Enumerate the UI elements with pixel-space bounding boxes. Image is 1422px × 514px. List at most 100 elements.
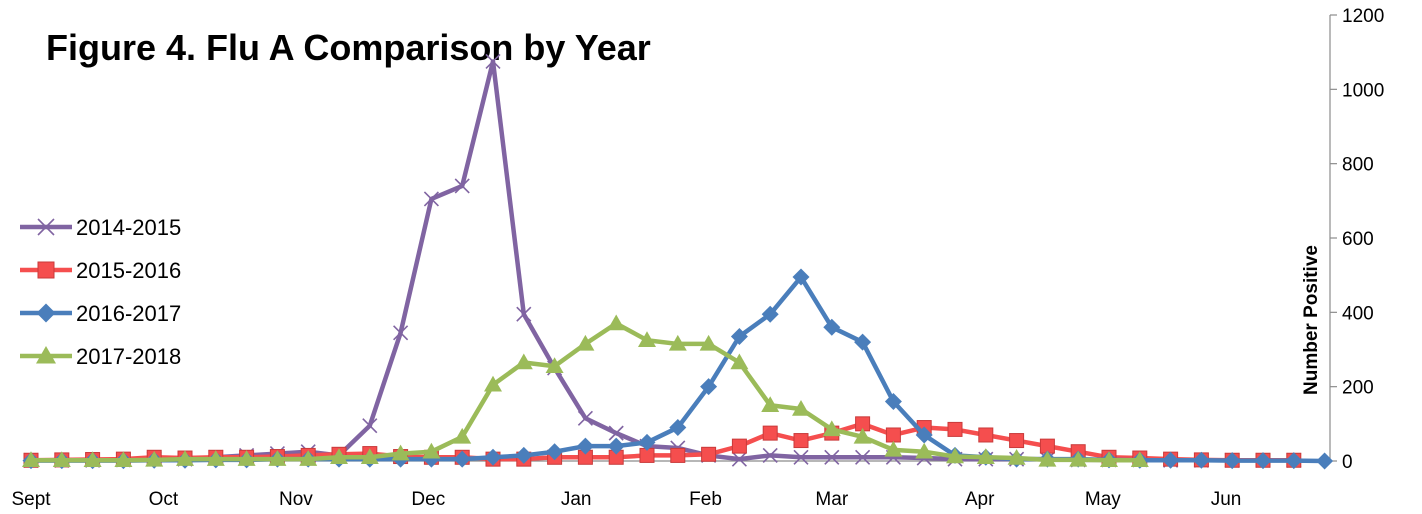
y-tick-label: 1000 xyxy=(1342,80,1384,101)
data-point-diamond-marker xyxy=(36,303,56,323)
data-point-square-marker xyxy=(670,447,686,463)
data-point-triangle-marker xyxy=(607,314,626,331)
series-layer xyxy=(22,53,1334,470)
data-point-triangle-marker xyxy=(730,353,749,370)
data-point-triangle-marker xyxy=(484,375,502,392)
data-point-x-marker xyxy=(37,218,55,236)
y-tick-label: 200 xyxy=(1342,378,1374,399)
data-point-triangle-marker xyxy=(822,420,841,437)
data-point-triangle-marker xyxy=(453,427,472,444)
data-point-diamond-marker xyxy=(761,305,779,323)
x-tick-label: Oct xyxy=(149,489,179,510)
x-tick-label: Nov xyxy=(279,489,313,510)
data-point-x-marker xyxy=(423,191,439,207)
axes: 0 200 400 600 800 1000 1200 Sept Oct Nov Dec Jan Feb… xyxy=(11,6,1384,510)
data-point-triangle-marker xyxy=(976,448,995,465)
data-point-square-marker xyxy=(701,446,717,462)
y-tick-label: 0 xyxy=(1342,452,1353,473)
data-point-square-marker xyxy=(947,421,963,437)
data-point-triangle-marker xyxy=(422,442,441,459)
data-point-triangle-marker xyxy=(761,396,780,412)
data-point-triangle-marker xyxy=(36,346,56,364)
data-point-triangle-marker xyxy=(1130,451,1149,468)
data-point-square-marker xyxy=(762,425,778,441)
x-tick-label: Mar xyxy=(815,489,848,510)
marker-stroke xyxy=(608,425,624,441)
data-point-diamond-marker xyxy=(1285,452,1303,470)
data-point-triangle-marker xyxy=(853,427,872,444)
series-2017-2018 xyxy=(22,314,1149,468)
marker-stroke xyxy=(454,178,470,194)
y-axis-title: Number Positive xyxy=(1301,245,1322,395)
marker-stroke xyxy=(516,306,532,322)
data-point-diamond-marker xyxy=(484,448,502,466)
data-point-diamond-marker xyxy=(792,268,810,286)
legend-item: 2014-2015 xyxy=(20,215,181,240)
series-2016-2017 xyxy=(22,268,1334,470)
marker-stroke xyxy=(393,325,409,341)
marker-stroke xyxy=(855,449,871,465)
legend-item: 2017-2018 xyxy=(20,344,181,369)
data-point-diamond-marker xyxy=(1316,452,1334,470)
data-point-square-marker xyxy=(793,433,809,449)
data-point-square-marker xyxy=(37,261,55,279)
data-point-triangle-marker xyxy=(699,334,718,351)
legend-label: 2016-2017 xyxy=(76,301,181,326)
y-tick-label: 800 xyxy=(1342,155,1374,176)
data-point-x-marker xyxy=(793,449,809,465)
x-tick-label: Dec xyxy=(411,489,445,510)
data-point-x-marker xyxy=(762,447,778,463)
data-point-triangle-marker xyxy=(206,450,225,466)
legend: 2014-2015 2015-2016 2016-2017 2017-2018 xyxy=(20,215,181,369)
data-point-triangle-marker xyxy=(545,357,564,373)
data-point-triangle-marker xyxy=(391,444,410,461)
legend-item: 2016-2017 xyxy=(20,301,181,326)
data-point-x-marker xyxy=(731,451,747,467)
data-point-triangle-marker xyxy=(299,450,318,466)
data-point-triangle-marker xyxy=(1038,450,1057,467)
data-point-diamond-marker xyxy=(515,446,533,464)
legend-label: 2017-2018 xyxy=(76,344,181,369)
data-point-triangle-marker xyxy=(915,442,934,459)
data-point-triangle-marker xyxy=(1100,451,1118,468)
marker-stroke xyxy=(577,410,593,426)
data-point-triangle-marker xyxy=(514,353,533,370)
data-point-triangle-marker xyxy=(268,450,287,466)
data-point-x-marker xyxy=(362,418,378,434)
y-tick-label: 400 xyxy=(1342,303,1374,324)
data-point-square-marker xyxy=(1009,433,1025,449)
data-point-diamond-marker xyxy=(638,433,656,451)
data-point-square-marker xyxy=(978,427,994,443)
series-2014-2015 xyxy=(23,53,1302,468)
data-point-triangle-marker xyxy=(360,448,379,465)
legend-item: 2015-2016 xyxy=(20,258,181,283)
data-point-triangle-marker xyxy=(576,334,595,351)
data-point-triangle-marker xyxy=(52,451,71,468)
data-point-diamond-marker xyxy=(669,419,687,437)
data-point-x-marker xyxy=(393,325,409,341)
data-point-diamond-marker xyxy=(854,333,872,351)
data-point-triangle-marker xyxy=(946,447,964,464)
data-point-diamond-marker xyxy=(884,393,902,411)
marker-stroke xyxy=(793,449,809,465)
data-point-diamond-marker xyxy=(453,450,471,468)
data-point-diamond-marker xyxy=(546,443,564,461)
data-point-triangle-marker xyxy=(22,451,40,468)
marker-stroke xyxy=(731,451,747,467)
legend-label: 2014-2015 xyxy=(76,215,181,240)
data-point-square-marker xyxy=(731,438,747,454)
data-point-diamond-marker xyxy=(1223,452,1241,470)
legend-label: 2015-2016 xyxy=(76,258,181,283)
marker-stroke xyxy=(37,218,55,236)
x-tick-label: Jan xyxy=(561,489,592,510)
data-point-x-marker xyxy=(608,425,624,441)
data-point-diamond-marker xyxy=(700,378,718,396)
data-point-triangle-marker xyxy=(1069,450,1088,467)
data-point-x-marker xyxy=(454,178,470,194)
marker-stroke xyxy=(485,53,501,70)
x-tick-label: Apr xyxy=(965,489,995,510)
x-tick-label: May xyxy=(1085,489,1121,510)
data-point-x-marker xyxy=(485,53,501,70)
data-point-x-marker xyxy=(855,449,871,465)
